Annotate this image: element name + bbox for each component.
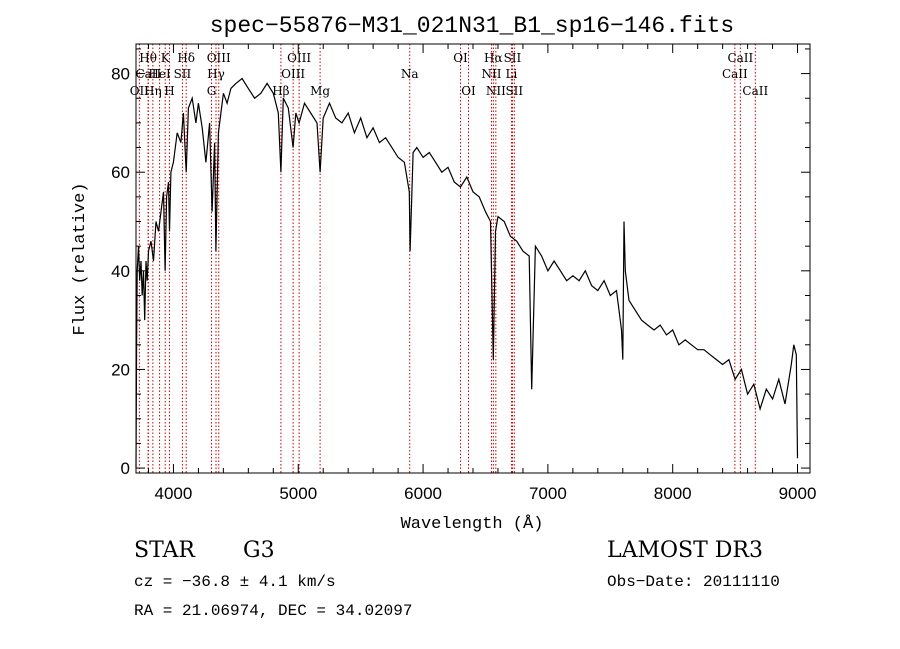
y-tick-label: 20 [111, 360, 130, 379]
line-marker-label: Li [506, 67, 518, 81]
line-marker-label: Hβ [272, 84, 289, 98]
line-marker-label: Na [401, 67, 419, 81]
line-marker-label: Hδ [177, 51, 195, 65]
line-marker-labels: OIIHθCaIIHηHeIKHSIIHδGHγOIIIHβOIIIOIIIMg… [130, 51, 769, 98]
object-subclass: G3 [243, 538, 275, 563]
x-tick-label: 9000 [779, 484, 817, 503]
line-marker-label: SII [504, 51, 522, 65]
y-tick-label: 40 [111, 262, 130, 281]
line-marker-label: CaII [135, 67, 161, 81]
y-axis-label: Flux (relative) [71, 182, 90, 335]
line-marker-label: CaII [742, 84, 768, 98]
redshift-readout: cz = −36.8 ± 4.1 km/s [134, 573, 336, 591]
x-tick-label: 5000 [279, 484, 317, 503]
line-marker-label: Hα [484, 51, 503, 65]
line-marker-label: SII [174, 67, 192, 81]
line-marker-label: OIII [207, 51, 231, 65]
y-tick-label: 80 [111, 65, 130, 84]
line-marker-label: CaII [727, 51, 753, 65]
x-tick-label: 6000 [404, 484, 442, 503]
coordinates: RA = 21.06974, DEC = 34.02097 [134, 602, 413, 620]
line-marker-label: H [164, 84, 174, 98]
line-marker-label: Hθ [139, 51, 157, 65]
x-axis-ticks: 4000 5000 6000 7000 8000 9000 [147, 44, 817, 503]
line-marker-label: Mg [310, 84, 330, 98]
line-marker-label: OIII [281, 67, 305, 81]
line-marker-label: NII [486, 84, 506, 98]
line-marker-label: HeI [148, 67, 171, 81]
chart-title: spec−55876−M31_021N31_B1_sp16−146.fits [210, 13, 735, 39]
x-tick-label: 4000 [155, 484, 193, 503]
line-marker-label: OII [130, 84, 150, 98]
line-marker-label: NII [481, 67, 501, 81]
line-marker-label: K [161, 51, 171, 65]
line-marker-label: CaII [722, 67, 748, 81]
line-marker-label: Hγ [207, 67, 225, 81]
line-marker-label: G [207, 84, 217, 98]
x-tick-label: 8000 [654, 484, 692, 503]
line-markers [138, 44, 756, 473]
x-tick-label: 7000 [529, 484, 567, 503]
survey-name: LAMOST DR3 [607, 538, 763, 563]
line-marker-label: OIII [287, 51, 311, 65]
line-marker-label: OI [461, 84, 476, 98]
plot-frame [135, 43, 811, 474]
line-marker-label: Hη [144, 84, 162, 98]
line-marker-label: SII [505, 84, 523, 98]
line-marker-label: OI [453, 51, 468, 65]
observation-date: Obs−Date: 20111110 [607, 573, 780, 591]
y-tick-label: 60 [111, 163, 130, 182]
object-class: STAR [134, 538, 195, 563]
y-axis-ticks: 0 20 40 60 80 [111, 48, 810, 478]
spectrum-line [135, 77, 799, 469]
x-axis-label: Wavelength (Å) [401, 515, 544, 534]
y-tick-label: 0 [121, 459, 130, 478]
